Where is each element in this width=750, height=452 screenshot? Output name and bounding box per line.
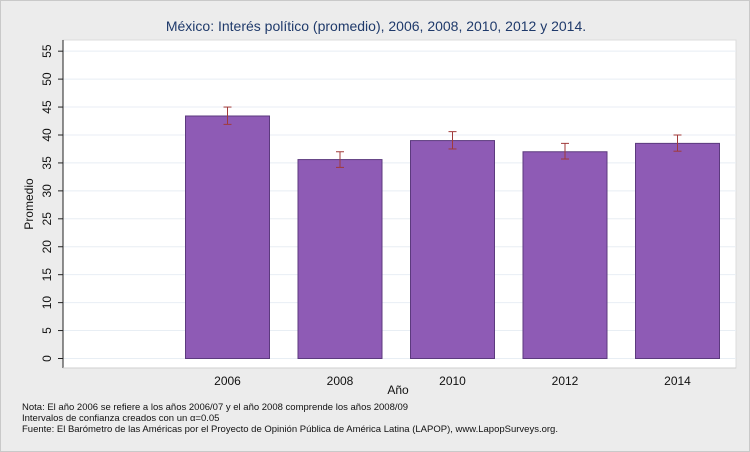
- note-text: Nota: El año 2006 se refiere a los años …: [22, 402, 409, 413]
- y-tick-label: 30: [40, 184, 54, 198]
- confidence-note: Intervalos de confianza creados con un α…: [22, 413, 220, 424]
- y-tick-label: 35: [40, 156, 54, 170]
- y-tick-label: 20: [40, 240, 54, 254]
- grid-lines: [63, 50, 736, 359]
- axes: [58, 40, 736, 369]
- x-tick-label: 2008: [327, 374, 354, 388]
- y-tick-label: 10: [40, 296, 54, 310]
- bars: [185, 115, 720, 359]
- x-tick-label: 2012: [552, 374, 579, 388]
- x-tick-label: 2014: [664, 374, 691, 388]
- bar-2010: [410, 140, 495, 359]
- y-tick-label: 5: [40, 327, 54, 334]
- error-bars: [223, 106, 682, 168]
- bar-2006: [185, 115, 270, 359]
- y-tick-label: 45: [40, 100, 54, 114]
- y-axis-label: Promedio: [22, 178, 36, 230]
- x-axis-label: Año: [387, 383, 409, 397]
- x-tick-labels: 2006 2008 2010 2012 2014: [214, 374, 691, 388]
- y-tick-label: 15: [40, 268, 54, 282]
- bar-2008: [297, 159, 383, 359]
- bar-chart: México: Interés político (promedio), 200…: [22, 18, 737, 397]
- bar-2014: [635, 142, 720, 359]
- source-text: Fuente: El Barómetro de las Américas por…: [22, 424, 558, 435]
- y-tick-label: 40: [40, 128, 54, 142]
- y-tick-label: 55: [40, 44, 54, 58]
- bar-2012: [522, 151, 608, 359]
- x-tick-label: 2006: [214, 374, 241, 388]
- y-tick-label: 25: [40, 212, 54, 226]
- y-tick-label: 50: [40, 72, 54, 86]
- y-tick-label: 0: [40, 355, 54, 362]
- plot-area: [62, 39, 737, 369]
- chart-title: México: Interés político (promedio), 200…: [166, 18, 586, 34]
- x-tick-label: 2010: [439, 374, 466, 388]
- y-tick-labels: 0 5 10 15 20 25 30 35 40 45 50 55: [40, 44, 54, 362]
